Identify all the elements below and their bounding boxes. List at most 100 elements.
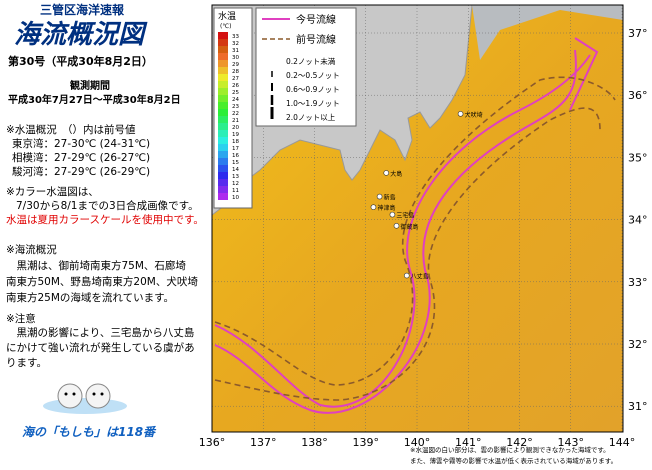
color-swatch bbox=[218, 53, 228, 60]
color-swatch bbox=[218, 165, 228, 172]
map-note: また、薄雲や霧等の影響で水温が低く表示されている海域があります。 bbox=[410, 456, 617, 465]
island bbox=[370, 204, 377, 210]
office: 三管区海洋速報 bbox=[40, 3, 125, 17]
issue: 第30号（平成30年8月2日） bbox=[8, 55, 153, 68]
temp-label: 25 bbox=[232, 90, 239, 96]
map-note: ※水温図の白い部分は、雲の影響により観測できなかった海域です。 bbox=[410, 445, 610, 454]
lon-tick-label: 144° bbox=[609, 436, 636, 449]
island bbox=[383, 170, 390, 176]
lat-tick-label: 34° bbox=[628, 214, 648, 227]
temp-label: 22 bbox=[232, 111, 239, 117]
temp-label: 20 bbox=[232, 125, 239, 131]
color-swatch bbox=[218, 158, 228, 165]
lon-tick-label: 136° bbox=[199, 436, 226, 449]
temp-label: 15 bbox=[232, 160, 239, 166]
caution-text: にかけて強い流れが発生している虞があ bbox=[6, 342, 195, 354]
color-swatch bbox=[218, 109, 228, 116]
lon-tick-label: 137° bbox=[250, 436, 277, 449]
line-legend-label: 前号流線 bbox=[296, 33, 336, 46]
temp-label: 16 bbox=[232, 153, 239, 159]
lon-tick-label: 141° bbox=[455, 436, 482, 449]
color-swatch bbox=[218, 137, 228, 144]
temp-line: 東京湾：27-30℃ (24-31℃) bbox=[12, 138, 151, 150]
speed-label: 0.6～0.9ノット bbox=[286, 85, 340, 94]
caution-text: 黒潮の影響により、三宅島から八丈島 bbox=[6, 327, 195, 339]
temp-label: 19 bbox=[232, 132, 239, 138]
lon-tick-label: 143° bbox=[558, 436, 585, 449]
color-swatch bbox=[218, 32, 228, 39]
hotline: 海の「もしも」は118番 bbox=[22, 425, 156, 439]
current-text: 南東方50M、野島埼南東方20M、犬吠埼 bbox=[6, 276, 198, 288]
land bbox=[472, 5, 623, 60]
place-label: 大島 bbox=[390, 170, 402, 178]
temp-label: 29 bbox=[232, 62, 239, 68]
color-swatch bbox=[218, 144, 228, 151]
temp-label: 24 bbox=[232, 97, 239, 103]
temp-label: 27 bbox=[232, 76, 239, 82]
lat-tick-label: 33° bbox=[628, 276, 648, 289]
current-text: 南東方25Mの海域を流れています。 bbox=[6, 292, 175, 304]
temp-label: 30 bbox=[232, 55, 239, 61]
color-note: 7/30から8/1までの3日合成画像です。 bbox=[16, 200, 199, 212]
line-legend-box bbox=[255, 7, 357, 127]
lat-tick-label: 35° bbox=[628, 151, 648, 164]
color-note: ※カラー水温図は、 bbox=[6, 186, 99, 198]
island bbox=[393, 223, 400, 229]
temp-line: 相模湾：27-29℃ (26-27℃) bbox=[12, 152, 151, 164]
color-swatch bbox=[218, 151, 228, 158]
color-swatch bbox=[218, 60, 228, 67]
place-label: 三宅島 bbox=[396, 212, 414, 220]
place-label: 八丈島 bbox=[411, 273, 429, 281]
speed-label: 1.0～1.9ノット bbox=[286, 99, 340, 108]
place-label: 新島 bbox=[384, 194, 396, 202]
current-text: 黒潮は、御前埼南東方75M、石廊埼 bbox=[6, 260, 186, 272]
color-swatch bbox=[218, 123, 228, 130]
previous-line bbox=[214, 76, 616, 386]
color-swatch bbox=[218, 186, 228, 193]
temp-label: 31 bbox=[232, 48, 239, 54]
temp-label: 11 bbox=[232, 188, 239, 194]
lat-tick-label: 31° bbox=[628, 400, 648, 413]
period: 平成30年7月27日～平成30年8月2日 bbox=[8, 95, 181, 106]
title: 海流概況図 bbox=[14, 20, 145, 50]
temp-label: 21 bbox=[232, 118, 239, 124]
current-line bbox=[214, 49, 577, 414]
lon-tick-label: 142° bbox=[506, 436, 533, 449]
color-swatch bbox=[218, 81, 228, 88]
frame bbox=[211, 4, 624, 433]
speed-label: 0.2ノット未満 bbox=[286, 56, 336, 66]
temp-label: 18 bbox=[232, 139, 239, 145]
caution-text: ります。 bbox=[6, 357, 47, 369]
color-swatch bbox=[218, 67, 228, 74]
speed-label: 2.0ノット以上 bbox=[286, 113, 336, 122]
temp-label: 12 bbox=[232, 181, 239, 187]
temp-label: 28 bbox=[232, 69, 239, 75]
island bbox=[376, 193, 383, 200]
lon-tick-label: 140° bbox=[404, 436, 431, 449]
temp-label: 26 bbox=[232, 83, 239, 89]
color-swatch bbox=[218, 88, 228, 95]
caution-heading: ※注意 bbox=[6, 313, 36, 325]
island bbox=[457, 111, 464, 117]
period-label: 観測期間 bbox=[70, 81, 110, 92]
color-swatch bbox=[218, 130, 228, 137]
temp-label: 17 bbox=[232, 146, 239, 152]
temp-label: 33 bbox=[232, 34, 239, 40]
color-swatch bbox=[218, 74, 228, 81]
temp-legend-unit: (℃) bbox=[220, 23, 231, 30]
temp-label: 13 bbox=[232, 174, 239, 180]
lon-tick-label: 138° bbox=[301, 436, 328, 449]
temp-line: 駿河湾：27-29℃ (26-29℃) bbox=[12, 166, 151, 178]
lon-tick-label: 139° bbox=[353, 436, 380, 449]
line-legend-label: 今号流線 bbox=[296, 13, 336, 26]
color-swatch bbox=[218, 116, 228, 123]
lat-tick-label: 36° bbox=[628, 89, 648, 102]
speed-label: 0.2～0.5ノット bbox=[286, 71, 340, 80]
temp-legend-title: 水温 bbox=[218, 10, 236, 22]
place-label: 御蔵島 bbox=[401, 223, 419, 231]
current-heading: ※海流概況 bbox=[6, 244, 57, 256]
scale-note: 水温は夏用カラースケールを使用中です。 bbox=[6, 214, 204, 226]
place-label: 犬吠埼 bbox=[465, 111, 483, 119]
